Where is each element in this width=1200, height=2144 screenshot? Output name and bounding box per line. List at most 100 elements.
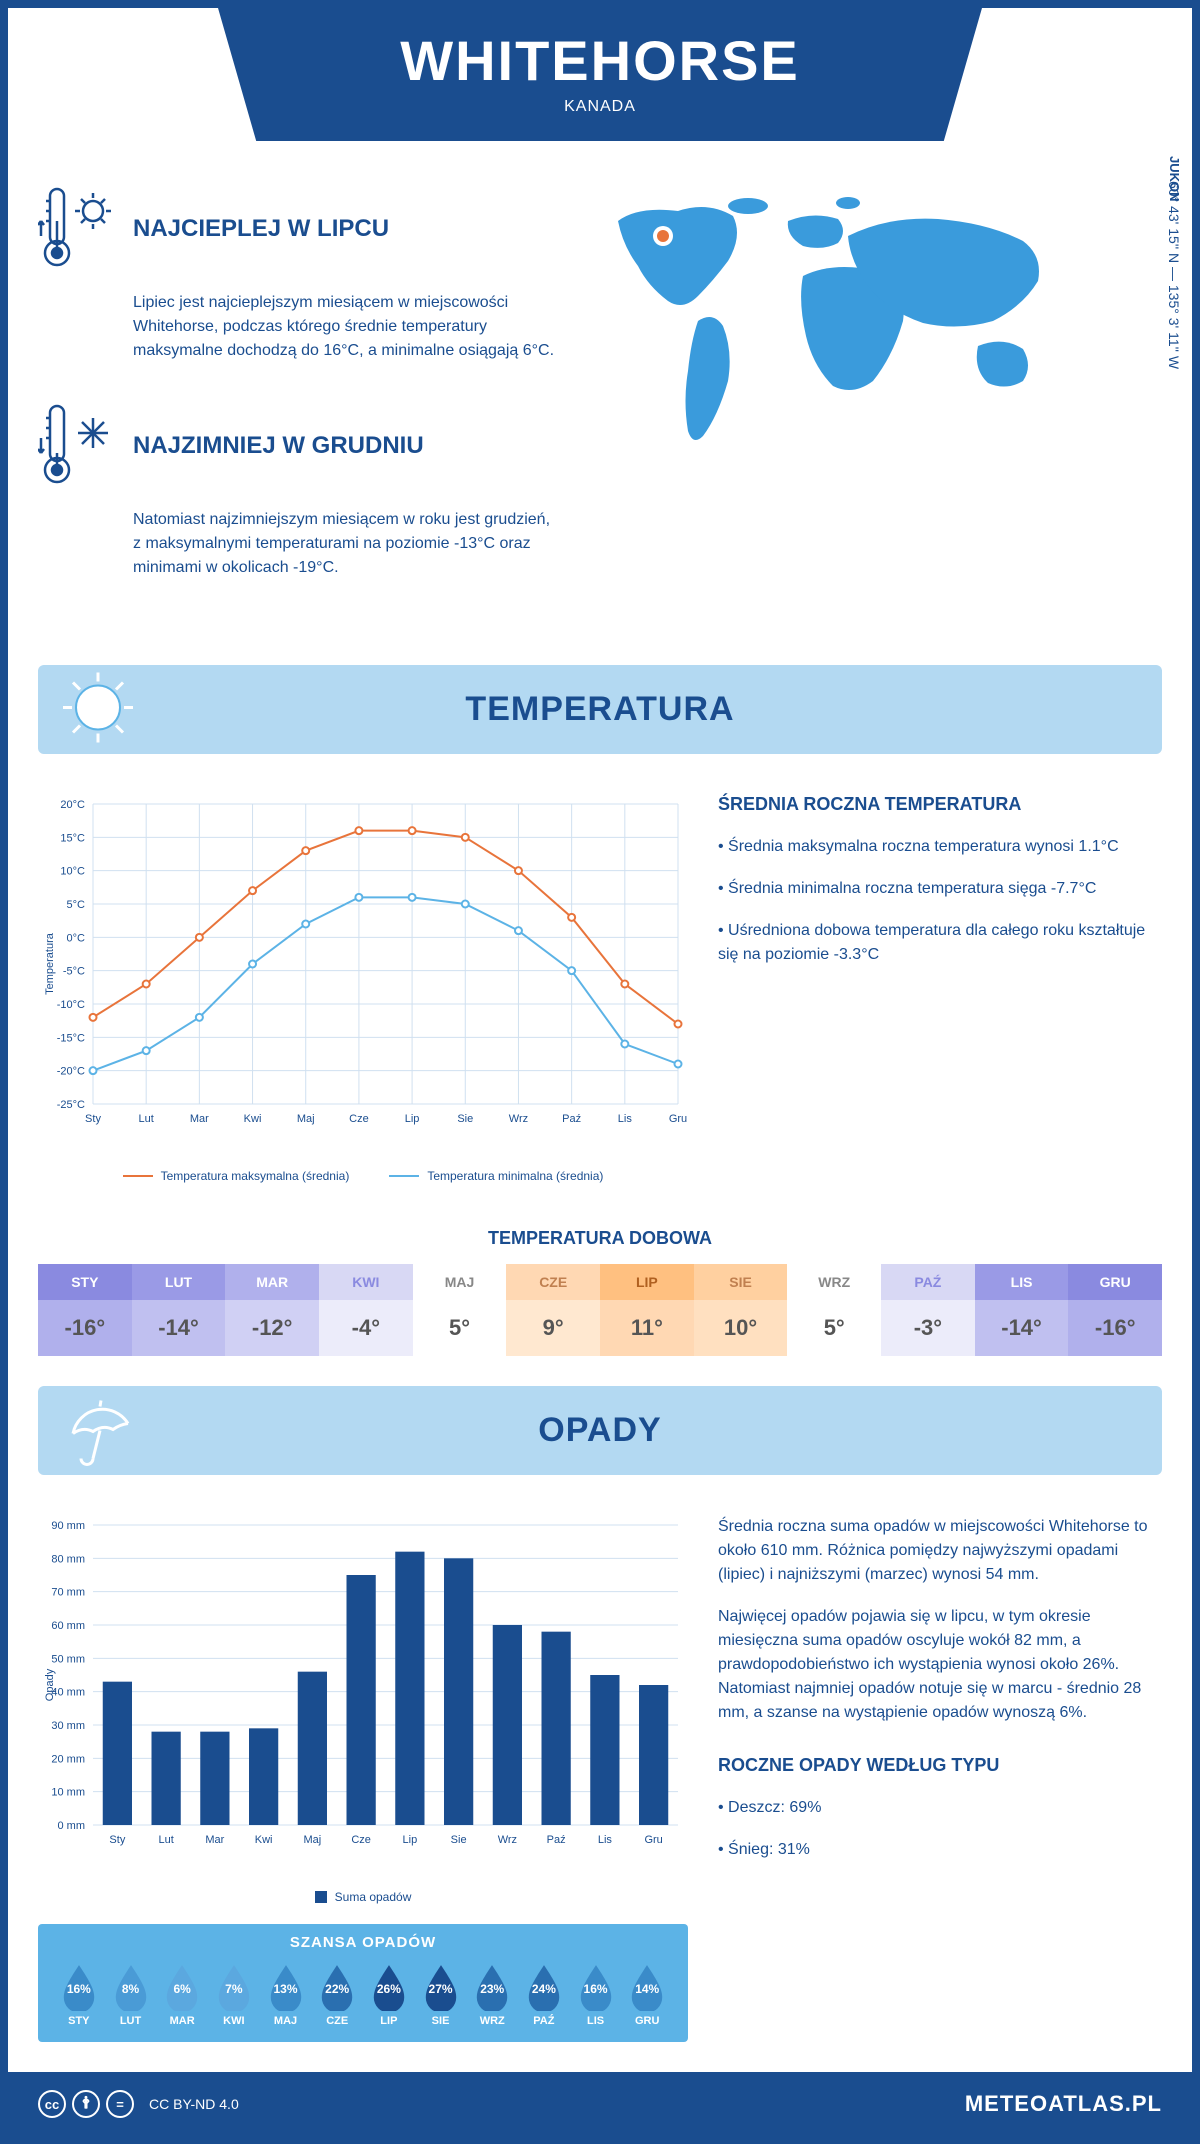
cold-fact: NAJZIMNIEJ W GRUDNIU Natomiast najzimnie… <box>38 398 558 580</box>
precip-title: OPADY <box>38 1411 1162 1450</box>
svg-text:60 mm: 60 mm <box>51 1620 85 1632</box>
svg-text:Wrz: Wrz <box>498 1834 517 1846</box>
svg-text:Lis: Lis <box>618 1113 633 1125</box>
cc-icons: cc 🛉 = <box>38 2090 134 2118</box>
daily-cell: CZE 9° <box>506 1264 600 1356</box>
svg-text:Kwi: Kwi <box>255 1834 273 1846</box>
precip-bar-chart: 0 mm10 mm20 mm30 mm40 mm50 mm60 mm70 mm8… <box>38 1515 688 1875</box>
svg-text:Gru: Gru <box>644 1834 662 1846</box>
by-icon: 🛉 <box>72 2090 100 2118</box>
daily-cell: GRU -16° <box>1068 1264 1162 1356</box>
temp-section-head: TEMPERATURA <box>38 665 1162 754</box>
daily-cell: LIS -14° <box>975 1264 1069 1356</box>
wind-icon-right <box>1042 0 1152 3</box>
svg-text:20°C: 20°C <box>60 799 85 811</box>
svg-text:-10°C: -10°C <box>57 999 85 1011</box>
temp-side-p1: • Średnia maksymalna roczna temperatura … <box>718 835 1162 859</box>
cold-title: NAJZIMNIEJ W GRUDNIU <box>133 432 424 460</box>
svg-text:Mar: Mar <box>190 1113 209 1125</box>
svg-text:Opady: Opady <box>44 1668 56 1701</box>
coords-label: 60° 43' 15'' N — 135° 3' 11'' W <box>1166 181 1182 369</box>
header-banner: WHITEHORSE KANADA <box>218 8 982 141</box>
legend-max: Temperatura maksymalna (średnia) <box>161 1169 350 1183</box>
chance-cell: 26% LIP <box>363 1963 415 2027</box>
svg-text:Cze: Cze <box>349 1113 369 1125</box>
svg-text:10 mm: 10 mm <box>51 1787 85 1799</box>
world-map: JUKON 60° 43' 15'' N — 135° 3' 11'' W <box>588 181 1162 615</box>
warm-title: NAJCIEPLEJ W LIPCU <box>133 215 389 243</box>
chance-cell: 14% GRU <box>621 1963 673 2027</box>
precip-legend: Suma opadów <box>38 1890 688 1904</box>
svg-text:-15°C: -15°C <box>57 1032 85 1044</box>
warm-fact: NAJCIEPLEJ W LIPCU Lipiec jest najcieple… <box>38 181 558 363</box>
svg-text:-20°C: -20°C <box>57 1066 85 1078</box>
svg-text:Gru: Gru <box>669 1113 687 1125</box>
daily-cell: SIE 10° <box>694 1264 788 1356</box>
temp-line-chart: -25°C-20°C-15°C-10°C-5°C0°C5°C10°C15°C20… <box>38 794 688 1154</box>
svg-text:Lip: Lip <box>403 1834 418 1846</box>
daily-cell: LIP 11° <box>600 1264 694 1356</box>
chance-cell: 24% PAŹ <box>518 1963 570 2027</box>
svg-text:Kwi: Kwi <box>244 1113 262 1125</box>
chance-cell: 6% MAR <box>156 1963 208 2027</box>
warm-text: Lipiec jest najcieplejszym miesiącem w m… <box>133 291 558 363</box>
umbrella-icon <box>58 1388 138 1473</box>
precip-type-title: ROCZNE OPADY WEDŁUG TYPU <box>718 1755 1162 1776</box>
chance-cell: 7% KWI <box>208 1963 260 2027</box>
thermometer-sun-icon <box>38 181 113 276</box>
daily-cell: WRZ 5° <box>787 1264 881 1356</box>
svg-text:40 mm: 40 mm <box>51 1687 85 1699</box>
svg-text:0°C: 0°C <box>67 932 86 944</box>
svg-text:Cze: Cze <box>351 1834 371 1846</box>
svg-text:Maj: Maj <box>297 1113 315 1125</box>
country-name: KANADA <box>218 98 982 116</box>
svg-text:15°C: 15°C <box>60 832 85 844</box>
svg-text:-5°C: -5°C <box>63 966 85 978</box>
svg-text:Mar: Mar <box>205 1834 224 1846</box>
precip-section-head: OPADY <box>38 1386 1162 1475</box>
chance-cell: 16% STY <box>53 1963 105 2027</box>
sun-icon <box>58 667 138 752</box>
svg-text:90 mm: 90 mm <box>51 1520 85 1532</box>
svg-text:Maj: Maj <box>304 1834 322 1846</box>
wind-icon-left <box>48 0 158 3</box>
temp-side-title: ŚREDNIA ROCZNA TEMPERATURA <box>718 794 1162 815</box>
precip-legend-label: Suma opadów <box>335 1890 412 1904</box>
thermometer-snow-icon <box>38 398 113 493</box>
svg-text:Sty: Sty <box>109 1834 125 1846</box>
chance-box: SZANSA OPADÓW 16% STY 8% LUT 6% MAR 7% <box>38 1924 688 2042</box>
svg-text:50 mm: 50 mm <box>51 1653 85 1665</box>
temp-side-p3: • Uśredniona dobowa temperatura dla całe… <box>718 919 1162 967</box>
svg-text:Temperatura: Temperatura <box>44 932 56 995</box>
temp-side-p2: • Średnia minimalna roczna temperatura s… <box>718 877 1162 901</box>
svg-text:Lut: Lut <box>139 1113 154 1125</box>
chance-cell: 22% CZE <box>311 1963 363 2027</box>
brand-text: METEOATLAS.PL <box>965 2091 1162 2117</box>
chance-title: SZANSA OPADÓW <box>53 1934 673 1951</box>
daily-cell: KWI -4° <box>319 1264 413 1356</box>
chance-cell: 23% WRZ <box>466 1963 518 2027</box>
license-text: CC BY-ND 4.0 <box>149 2096 239 2112</box>
svg-text:Sie: Sie <box>457 1113 473 1125</box>
svg-text:70 mm: 70 mm <box>51 1587 85 1599</box>
svg-text:30 mm: 30 mm <box>51 1720 85 1732</box>
city-name: WHITEHORSE <box>218 28 982 93</box>
daily-temp-table: STY -16° LUT -14° MAR -12° KWI -4° MAJ 5… <box>38 1264 1162 1356</box>
svg-text:10°C: 10°C <box>60 866 85 878</box>
daily-cell: MAR -12° <box>225 1264 319 1356</box>
cc-icon: cc <box>38 2090 66 2118</box>
cold-text: Natomiast najzimniejszym miesiącem w rok… <box>133 508 558 580</box>
nd-icon: = <box>106 2090 134 2118</box>
temp-legend: Temperatura maksymalna (średnia) Tempera… <box>38 1169 688 1183</box>
chance-cell: 13% MAJ <box>260 1963 312 2027</box>
daily-cell: PAŹ -3° <box>881 1264 975 1356</box>
chance-cell: 16% LIS <box>570 1963 622 2027</box>
precip-type-rain: • Deszcz: 69% <box>718 1796 1162 1820</box>
daily-cell: LUT -14° <box>132 1264 226 1356</box>
svg-text:Lip: Lip <box>405 1113 420 1125</box>
daily-title: TEMPERATURA DOBOWA <box>8 1228 1192 1249</box>
svg-text:-25°C: -25°C <box>57 1099 85 1111</box>
svg-text:Wrz: Wrz <box>509 1113 528 1125</box>
svg-text:80 mm: 80 mm <box>51 1553 85 1565</box>
svg-text:Paź: Paź <box>547 1834 566 1846</box>
